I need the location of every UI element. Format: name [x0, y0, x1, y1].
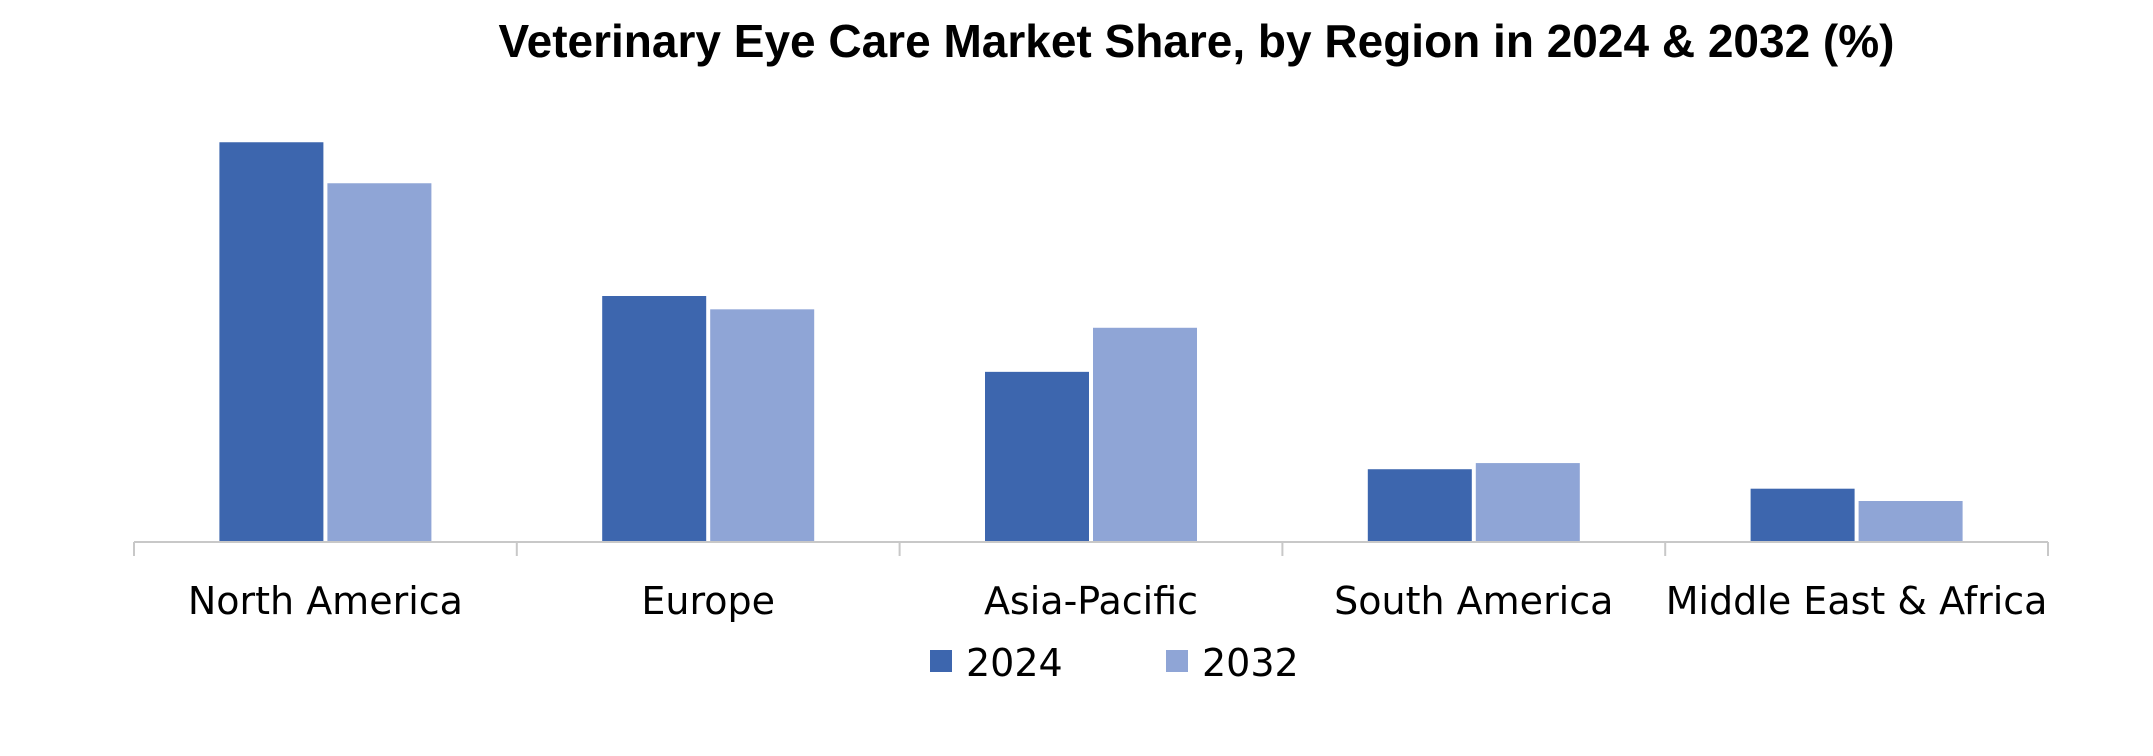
x-tick-label: Europe [641, 579, 775, 623]
bar-2024-south-america [1367, 469, 1472, 542]
x-tick-label: Middle East & Africa [1666, 579, 2048, 623]
bar-2024-asia-pacific [985, 371, 1089, 542]
bar-2024-north-america [219, 142, 324, 542]
bar-2032-asia-pacific [1093, 327, 1197, 542]
bar-2024-middle-east-africa [1750, 488, 1855, 542]
legend: 2024 2032 [930, 641, 1299, 685]
bar-2032-middle-east-africa [1858, 501, 1963, 542]
bar-2024-europe [602, 296, 707, 542]
chart-title: Veterinary Eye Care Market Share, by Reg… [498, 15, 1895, 67]
legend-swatch-2032 [1166, 650, 1188, 672]
x-tick-label: South America [1334, 579, 1613, 623]
bar-2032-north-america [327, 183, 432, 542]
x-axis-ticks [133, 542, 2049, 556]
bar-2032-south-america [1475, 463, 1580, 542]
x-axis-tick-labels: North America Europe Asia-Pacific South Ame… [188, 579, 2048, 623]
bar-2032-europe [710, 309, 815, 542]
x-tick-label: North America [188, 579, 463, 623]
legend-label-2024: 2024 [966, 641, 1063, 685]
bars-group [219, 142, 1963, 542]
x-tick-label: Asia-Pacific [984, 579, 1198, 623]
legend-label-2032: 2032 [1202, 641, 1299, 685]
legend-swatch-2024 [930, 650, 952, 672]
